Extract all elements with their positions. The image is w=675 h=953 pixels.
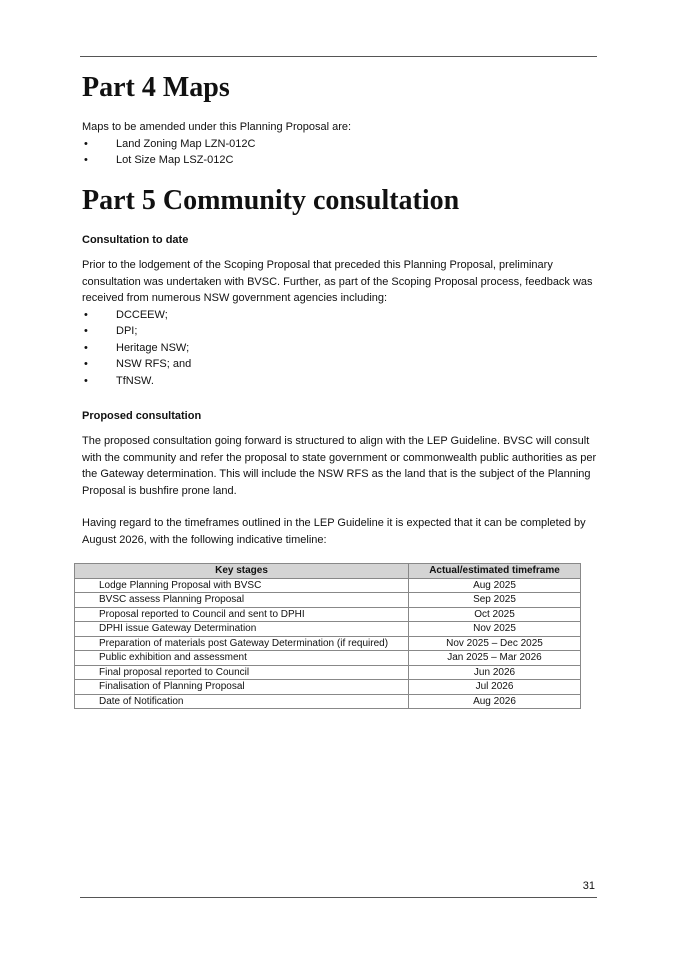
table-row: BVSC assess Planning Proposal Sep 2025	[74, 592, 581, 608]
timeline-table: Key stages Actual/estimated timeframe Lo…	[74, 563, 581, 709]
list-item: Land Zoning Map LZN-012C	[82, 136, 602, 153]
timeframe-paragraph: Having regard to the timeframes outlined…	[82, 517, 586, 546]
table-row: Final proposal reported to Council Jun 20…	[74, 664, 581, 680]
proposed-consultation-heading: Proposed consultation	[82, 410, 202, 422]
table-row: Proposal reported to Council and sent to…	[74, 606, 581, 622]
table-row: Public exhibition and assessment Jan 2025…	[74, 650, 581, 666]
page-number: 31	[582, 880, 595, 892]
key-stage-cell: Final proposal reported to Council	[74, 664, 409, 680]
key-stage-cell: Preparation of materials post Gateway De…	[74, 635, 409, 651]
part4-body: Maps to be amended under this Planning P…	[82, 119, 602, 169]
list-item: Lot Size Map LSZ-012C	[82, 152, 602, 169]
footer-rule	[80, 897, 597, 898]
consultation-to-date-body: Prior to the lodgement of the Scoping Pr…	[82, 257, 602, 389]
list-item: NSW RFS; and	[82, 356, 602, 373]
header-rule	[80, 56, 597, 57]
timeframe-cell: Oct 2025	[408, 606, 581, 622]
table-header-row: Key stages Actual/estimated timeframe	[74, 563, 581, 579]
key-stage-cell: Public exhibition and assessment	[74, 650, 409, 666]
proposed-paragraph: The proposed consultation going forward …	[82, 435, 597, 497]
key-stage-cell: Date of Notification	[74, 693, 409, 709]
part5-heading: Part 5 Community consultation	[82, 185, 460, 216]
timeframe-cell: Aug 2025	[408, 577, 581, 593]
timeframe-cell: Jun 2026	[408, 664, 581, 680]
key-stage-cell: Proposal reported to Council and sent to…	[74, 606, 409, 622]
list-item: DCCEEW;	[82, 307, 602, 324]
timeframe-cell: Nov 2025 – Dec 2025	[408, 635, 581, 651]
timeframe-cell: Jan 2025 – Mar 2026	[408, 650, 581, 666]
maps-list: Land Zoning Map LZN-012C Lot Size Map LS…	[82, 136, 602, 169]
list-item: TfNSW.	[82, 373, 602, 390]
to-date-paragraph: Prior to the lodgement of the Scoping Pr…	[82, 259, 593, 304]
part4-heading: Part 4 Maps	[82, 72, 230, 103]
consultation-to-date-heading: Consultation to date	[82, 234, 189, 246]
key-stage-cell: Lodge Planning Proposal with BVSC	[74, 577, 409, 593]
timeframe-cell: Nov 2025	[408, 621, 581, 637]
agencies-list: DCCEEW; DPI; Heritage NSW; NSW RFS; and …	[82, 307, 602, 390]
key-stage-cell: Finalisation of Planning Proposal	[74, 679, 409, 695]
table-row: Lodge Planning Proposal with BVSC Aug 202…	[74, 577, 581, 593]
timeframe-cell: Jul 2026	[408, 679, 581, 695]
timeframe-cell: Aug 2026	[408, 693, 581, 709]
table-row: Preparation of materials post Gateway De…	[74, 635, 581, 651]
key-stage-cell: DPHI issue Gateway Determination	[74, 621, 409, 637]
table-row: Finalisation of Planning Proposal Jul 202…	[74, 679, 581, 695]
column-header: Actual/estimated timeframe	[408, 563, 581, 579]
table-row: DPHI issue Gateway Determination Nov 2025	[74, 621, 581, 637]
list-item: DPI;	[82, 323, 602, 340]
column-header: Key stages	[74, 563, 409, 579]
table-row: Date of Notification Aug 2026	[74, 693, 581, 709]
list-item: Heritage NSW;	[82, 340, 602, 357]
key-stage-cell: BVSC assess Planning Proposal	[74, 592, 409, 608]
timeframe-cell: Sep 2025	[408, 592, 581, 608]
maps-intro: Maps to be amended under this Planning P…	[82, 121, 352, 133]
